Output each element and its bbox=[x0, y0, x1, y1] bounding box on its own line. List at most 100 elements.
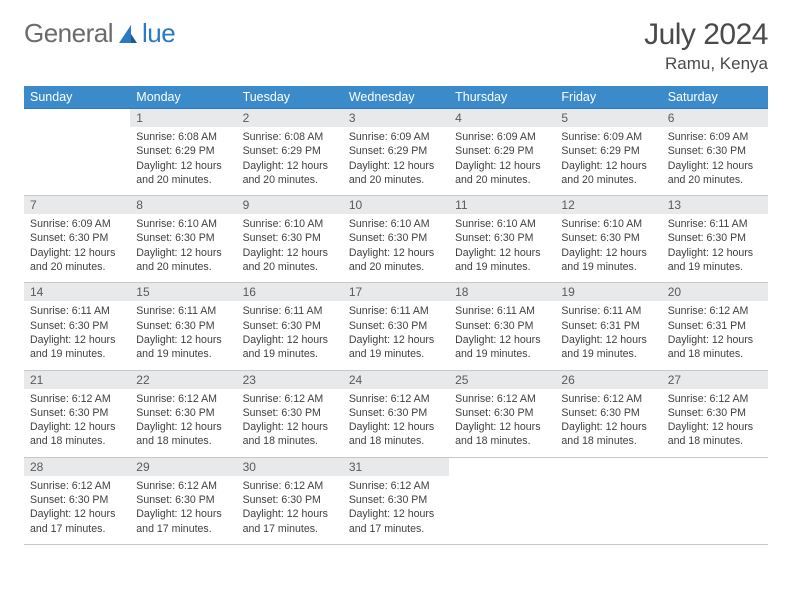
day-number-cell: 28 bbox=[24, 457, 130, 476]
sunset-text: Sunset: 6:29 PM bbox=[455, 144, 549, 158]
sunrise-text: Sunrise: 6:12 AM bbox=[30, 392, 124, 406]
sunrise-text: Sunrise: 6:11 AM bbox=[30, 304, 124, 318]
daylight-text: Daylight: 12 hours and 17 minutes. bbox=[30, 507, 124, 536]
day-content-cell: Sunrise: 6:12 AMSunset: 6:30 PMDaylight:… bbox=[237, 389, 343, 458]
day-content-cell: Sunrise: 6:10 AMSunset: 6:30 PMDaylight:… bbox=[449, 214, 555, 283]
day-content-cell: Sunrise: 6:10 AMSunset: 6:30 PMDaylight:… bbox=[130, 214, 236, 283]
day-content-cell: Sunrise: 6:11 AMSunset: 6:31 PMDaylight:… bbox=[555, 301, 661, 370]
day-content-cell: Sunrise: 6:12 AMSunset: 6:30 PMDaylight:… bbox=[555, 389, 661, 458]
sunset-text: Sunset: 6:30 PM bbox=[668, 144, 762, 158]
daylight-text: Daylight: 12 hours and 19 minutes. bbox=[561, 333, 655, 362]
day-content-cell: Sunrise: 6:12 AMSunset: 6:30 PMDaylight:… bbox=[24, 389, 130, 458]
sunset-text: Sunset: 6:30 PM bbox=[30, 231, 124, 245]
daylight-text: Daylight: 12 hours and 18 minutes. bbox=[668, 420, 762, 449]
sunset-text: Sunset: 6:30 PM bbox=[136, 493, 230, 507]
daynum-row: 28293031 bbox=[24, 457, 768, 476]
day-content-cell bbox=[662, 476, 768, 545]
sunrise-text: Sunrise: 6:12 AM bbox=[561, 392, 655, 406]
day-number-cell: 5 bbox=[555, 109, 661, 128]
day-number-cell: 12 bbox=[555, 196, 661, 215]
sunset-text: Sunset: 6:29 PM bbox=[561, 144, 655, 158]
daylight-text: Daylight: 12 hours and 20 minutes. bbox=[349, 159, 443, 188]
daylight-text: Daylight: 12 hours and 20 minutes. bbox=[349, 246, 443, 275]
daylight-text: Daylight: 12 hours and 18 minutes. bbox=[136, 420, 230, 449]
day-content-row: Sunrise: 6:12 AMSunset: 6:30 PMDaylight:… bbox=[24, 389, 768, 458]
sunset-text: Sunset: 6:30 PM bbox=[668, 231, 762, 245]
daylight-text: Daylight: 12 hours and 19 minutes. bbox=[349, 333, 443, 362]
day-number-cell: 22 bbox=[130, 370, 236, 389]
daylight-text: Daylight: 12 hours and 19 minutes. bbox=[243, 333, 337, 362]
day-number-cell: 1 bbox=[130, 109, 236, 128]
sunrise-text: Sunrise: 6:12 AM bbox=[30, 479, 124, 493]
weekday-header-row: Sunday Monday Tuesday Wednesday Thursday… bbox=[24, 86, 768, 109]
sunset-text: Sunset: 6:30 PM bbox=[349, 231, 443, 245]
sunset-text: Sunset: 6:30 PM bbox=[30, 319, 124, 333]
day-content-cell: Sunrise: 6:09 AMSunset: 6:29 PMDaylight:… bbox=[449, 127, 555, 196]
daylight-text: Daylight: 12 hours and 20 minutes. bbox=[561, 159, 655, 188]
sunset-text: Sunset: 6:29 PM bbox=[136, 144, 230, 158]
sunset-text: Sunset: 6:30 PM bbox=[30, 493, 124, 507]
daylight-text: Daylight: 12 hours and 19 minutes. bbox=[136, 333, 230, 362]
sunset-text: Sunset: 6:30 PM bbox=[136, 231, 230, 245]
day-content-cell: Sunrise: 6:09 AMSunset: 6:30 PMDaylight:… bbox=[24, 214, 130, 283]
day-content-cell: Sunrise: 6:09 AMSunset: 6:30 PMDaylight:… bbox=[662, 127, 768, 196]
sunrise-text: Sunrise: 6:11 AM bbox=[455, 304, 549, 318]
sunset-text: Sunset: 6:30 PM bbox=[455, 231, 549, 245]
sunrise-text: Sunrise: 6:12 AM bbox=[136, 392, 230, 406]
day-number-cell: 4 bbox=[449, 109, 555, 128]
day-content-cell: Sunrise: 6:10 AMSunset: 6:30 PMDaylight:… bbox=[555, 214, 661, 283]
logo: General lue bbox=[24, 18, 175, 49]
day-number-cell: 29 bbox=[130, 457, 236, 476]
sunrise-text: Sunrise: 6:11 AM bbox=[136, 304, 230, 318]
daylight-text: Daylight: 12 hours and 19 minutes. bbox=[30, 333, 124, 362]
day-number-cell: 11 bbox=[449, 196, 555, 215]
sunset-text: Sunset: 6:30 PM bbox=[243, 406, 337, 420]
sunset-text: Sunset: 6:30 PM bbox=[136, 319, 230, 333]
weekday-header: Tuesday bbox=[237, 86, 343, 109]
day-number-cell bbox=[662, 457, 768, 476]
day-number-cell: 14 bbox=[24, 283, 130, 302]
sunrise-text: Sunrise: 6:12 AM bbox=[243, 392, 337, 406]
daynum-row: 21222324252627 bbox=[24, 370, 768, 389]
day-number-cell bbox=[449, 457, 555, 476]
day-number-cell: 30 bbox=[237, 457, 343, 476]
daynum-row: 14151617181920 bbox=[24, 283, 768, 302]
day-content-cell: Sunrise: 6:12 AMSunset: 6:30 PMDaylight:… bbox=[343, 389, 449, 458]
sunset-text: Sunset: 6:31 PM bbox=[561, 319, 655, 333]
sunrise-text: Sunrise: 6:10 AM bbox=[243, 217, 337, 231]
daylight-text: Daylight: 12 hours and 18 minutes. bbox=[243, 420, 337, 449]
day-content-cell: Sunrise: 6:10 AMSunset: 6:30 PMDaylight:… bbox=[237, 214, 343, 283]
sunrise-text: Sunrise: 6:11 AM bbox=[243, 304, 337, 318]
month-title: July 2024 bbox=[644, 18, 768, 52]
day-number-cell: 24 bbox=[343, 370, 449, 389]
daylight-text: Daylight: 12 hours and 20 minutes. bbox=[243, 159, 337, 188]
logo-text-gray: General bbox=[24, 18, 113, 49]
day-number-cell: 18 bbox=[449, 283, 555, 302]
day-number-cell: 7 bbox=[24, 196, 130, 215]
weekday-header: Sunday bbox=[24, 86, 130, 109]
day-content-cell: Sunrise: 6:11 AMSunset: 6:30 PMDaylight:… bbox=[24, 301, 130, 370]
sunrise-text: Sunrise: 6:11 AM bbox=[349, 304, 443, 318]
sunset-text: Sunset: 6:30 PM bbox=[349, 406, 443, 420]
daylight-text: Daylight: 12 hours and 18 minutes. bbox=[349, 420, 443, 449]
sunrise-text: Sunrise: 6:12 AM bbox=[668, 304, 762, 318]
day-number-cell: 6 bbox=[662, 109, 768, 128]
sunrise-text: Sunrise: 6:09 AM bbox=[561, 130, 655, 144]
day-content-cell: Sunrise: 6:09 AMSunset: 6:29 PMDaylight:… bbox=[555, 127, 661, 196]
day-content-cell: Sunrise: 6:12 AMSunset: 6:30 PMDaylight:… bbox=[662, 389, 768, 458]
day-content-cell: Sunrise: 6:12 AMSunset: 6:30 PMDaylight:… bbox=[237, 476, 343, 545]
day-number-cell: 9 bbox=[237, 196, 343, 215]
daylight-text: Daylight: 12 hours and 18 minutes. bbox=[668, 333, 762, 362]
sunrise-text: Sunrise: 6:12 AM bbox=[455, 392, 549, 406]
day-content-row: Sunrise: 6:09 AMSunset: 6:30 PMDaylight:… bbox=[24, 214, 768, 283]
daylight-text: Daylight: 12 hours and 20 minutes. bbox=[668, 159, 762, 188]
sunrise-text: Sunrise: 6:08 AM bbox=[136, 130, 230, 144]
sunrise-text: Sunrise: 6:12 AM bbox=[243, 479, 337, 493]
sunrise-text: Sunrise: 6:12 AM bbox=[349, 392, 443, 406]
day-number-cell: 16 bbox=[237, 283, 343, 302]
day-content-cell: Sunrise: 6:12 AMSunset: 6:30 PMDaylight:… bbox=[24, 476, 130, 545]
daylight-text: Daylight: 12 hours and 18 minutes. bbox=[455, 420, 549, 449]
day-content-cell: Sunrise: 6:09 AMSunset: 6:29 PMDaylight:… bbox=[343, 127, 449, 196]
daylight-text: Daylight: 12 hours and 17 minutes. bbox=[349, 507, 443, 536]
day-content-row: Sunrise: 6:11 AMSunset: 6:30 PMDaylight:… bbox=[24, 301, 768, 370]
